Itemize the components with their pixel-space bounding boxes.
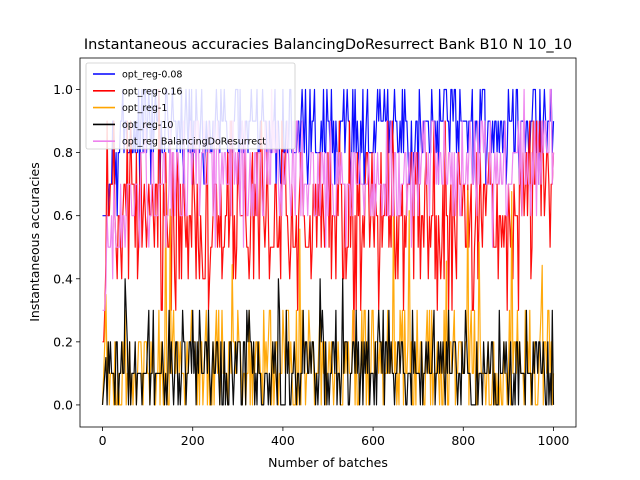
- x-tick-label: 1000: [538, 433, 570, 448]
- y-axis: 0.0 0.2 0.4 0.6 0.8 1.0: [53, 82, 80, 412]
- legend-label: opt_reg BalancingDoResurrect: [122, 137, 266, 148]
- legend: opt_reg-0.08 opt_reg-0.16 opt_reg-1 opt_reg…: [85, 62, 296, 150]
- legend-label: opt_reg-10: [122, 120, 173, 131]
- legend-label: opt_reg-1: [122, 103, 167, 114]
- x-tick-label: 0: [99, 433, 107, 448]
- plot-area-frame: [79, 57, 577, 428]
- legend-box: [85, 62, 296, 150]
- y-tick-label: 0.8: [53, 145, 73, 160]
- legend-label: opt_reg-0.08: [122, 70, 182, 81]
- legend-label: opt_reg-0.16: [122, 86, 182, 97]
- chart-title: Instantaneous accuracies BalancingDoResu…: [84, 37, 572, 53]
- x-axis: 0 200 400 600 800 1000: [99, 427, 570, 448]
- x-tick-label: 800: [451, 433, 475, 448]
- x-tick-label: 600: [361, 433, 385, 448]
- series-line-opt-reg-0-16: [102, 88, 555, 343]
- x-tick-label: 400: [271, 433, 295, 448]
- y-tick-label: 0.6: [53, 208, 73, 223]
- y-tick-label: 0.4: [53, 271, 73, 286]
- y-axis-label: Instantaneous accuracies: [27, 162, 42, 322]
- series-line-opt-reg-10: [101, 278, 555, 406]
- y-tick-label: 0.0: [53, 397, 73, 412]
- y-tick-label: 1.0: [53, 82, 73, 97]
- series-line-opt-reg-balancingdoresurrect: [102, 88, 555, 311]
- x-axis-label: Number of batches: [268, 455, 388, 470]
- x-tick-label: 200: [181, 433, 205, 448]
- y-tick-label: 0.2: [53, 334, 73, 349]
